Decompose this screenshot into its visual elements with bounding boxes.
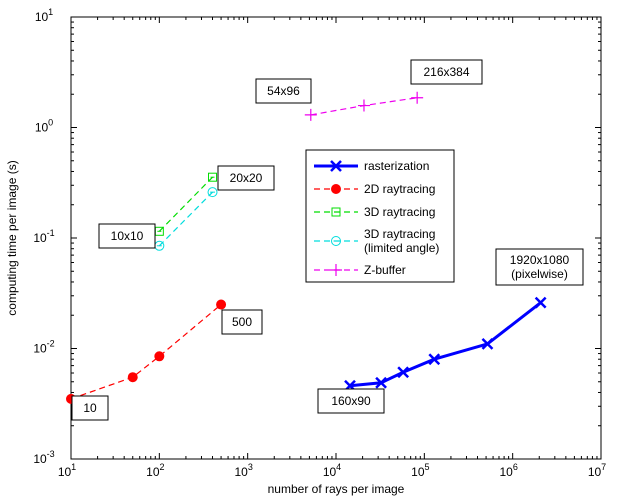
legend-box [305,149,455,283]
series-line [349,301,542,388]
annotation-box: 160x90 [317,388,385,414]
annotation-box: 10x10 [98,223,156,249]
data-point [208,172,218,182]
axis-ticks [70,16,602,460]
legend-label: (limited angle) [364,241,439,255]
series-z-buffer [304,91,424,121]
legend-marker [330,160,342,172]
annotation-label: 216x384 [423,65,469,79]
annotation-label: 54x96 [267,84,300,98]
annotation-label: 1920x1080 [510,253,570,267]
annotation-box: 54x96 [255,78,312,104]
y-axis-label: computing time per image (s) [5,160,19,315]
data-point [481,338,494,350]
series-rasterization [344,296,547,392]
legend-label: 3D raytracing [364,227,435,241]
annotation-label: 500 [232,315,252,329]
data-point [397,366,410,379]
data-point [216,299,227,310]
x-axis-label: number of rays per image [268,482,405,496]
series-line [158,176,213,232]
annotation-box: 1920x1080(pixelwise) [495,248,584,286]
legend-item: 3D raytracing [314,205,435,219]
annotation-label: 10 [83,401,97,415]
legend-item: 3D raytracing(limited angle) [314,227,439,255]
legend-label: 2D raytracing [364,182,435,196]
data-point [428,353,441,366]
series-line [158,191,213,247]
data-point [127,372,138,383]
data-point [375,376,387,389]
legend-marker [330,264,342,276]
annotation-label: (pixelwise) [511,267,568,281]
series-2d-raytracing [66,299,227,404]
data-point [207,187,218,198]
annotation-label: 10x10 [111,229,144,243]
data-point [304,108,317,121]
annotation-label: 160x90 [331,394,371,408]
series-line [70,304,222,400]
annotation-box: 500 [221,309,263,335]
legend-item: 2D raytracing [314,182,435,196]
series-layer [66,91,547,404]
annotation-box: 10 [71,395,109,421]
legend-marker [331,207,341,217]
legend-marker [331,184,341,194]
data-point [411,91,424,104]
legend-item: rasterization [314,159,429,173]
annotation-box: 20x20 [217,165,275,191]
legend-label: 3D raytracing [364,205,435,219]
legend-label: Z-buffer [364,263,406,277]
annotation-label: 20x20 [230,171,263,185]
annotation-box: 216x384 [410,59,483,85]
legend-marker [331,236,341,246]
legend-item: Z-buffer [314,263,406,277]
legend-label: rasterization [364,159,429,173]
data-point [357,99,370,112]
data-point [534,296,547,309]
annotations: 54x96 216x384 20x20 10x10 500 10 160x90 1920x10… [71,59,584,421]
data-point [154,351,165,362]
